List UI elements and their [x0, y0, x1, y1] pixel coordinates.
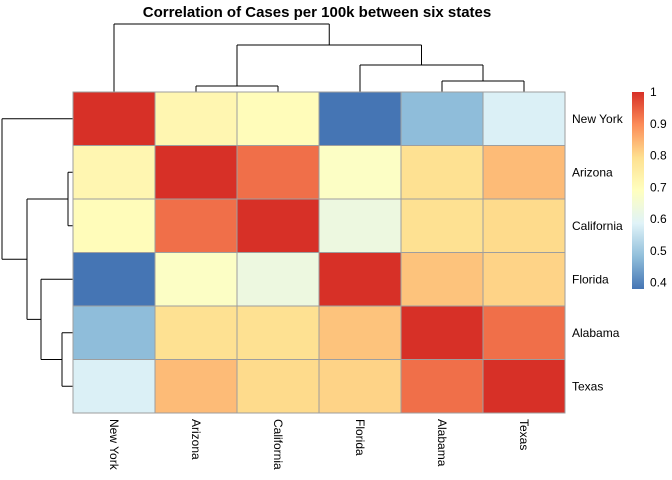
- heatmap-cell-florida-arizona: [154, 252, 238, 307]
- heatmap-cell-arizona-alabama: [400, 145, 484, 200]
- row-label-california: California: [572, 219, 623, 233]
- column-label-florida: Florida: [353, 419, 367, 456]
- heatmap-cell-california-florida: [318, 198, 402, 253]
- heatmap-cell-new-york-texas: [482, 91, 566, 146]
- row-label-florida: Florida: [572, 272, 609, 286]
- heatmap-cell-florida-new-york: [72, 252, 156, 307]
- row-label-arizona: Arizona: [572, 165, 613, 179]
- heatmap-cells: [72, 91, 566, 414]
- legend-tick-label: 0.8: [650, 149, 667, 163]
- row-label-alabama: Alabama: [572, 326, 620, 340]
- heatmap-cell-alabama-alabama: [400, 305, 484, 360]
- legend-tick-label: 0.7: [650, 180, 667, 194]
- heatmap-cell-alabama-florida: [318, 305, 402, 360]
- heatmap-cell-california-california: [236, 198, 320, 253]
- heatmap-cell-new-york-alabama: [400, 91, 484, 146]
- legend-colorbar: [632, 92, 644, 289]
- heatmap-cell-florida-california: [236, 252, 320, 307]
- heatmap-cell-arizona-new-york: [72, 145, 156, 200]
- column-dendrogram: [113, 23, 525, 92]
- chart-title: Correlation of Cases per 100k between si…: [143, 4, 491, 21]
- legend-tick-label: 0.4: [650, 276, 667, 290]
- legend-tick-label: 0.6: [650, 212, 667, 226]
- color-legend: 1 0.9 0.8 0.7 0.6 0.5 0.4: [632, 85, 667, 290]
- heatmap-cell-florida-alabama: [400, 252, 484, 307]
- heatmap-cell-alabama-texas: [482, 305, 566, 360]
- heatmap-cell-florida-texas: [482, 252, 566, 307]
- heatmap-cell-texas-arizona: [154, 359, 238, 414]
- column-label-alabama: Alabama: [435, 419, 449, 467]
- legend-tick-label: 1: [650, 85, 657, 99]
- legend-tick-label: 0.9: [650, 117, 667, 131]
- heatmap-cell-arizona-arizona: [154, 145, 238, 200]
- column-labels: New York Arizona California Florida Alabama T…: [107, 419, 531, 471]
- heatmap-cell-arizona-texas: [482, 145, 566, 200]
- heatmap-cell-california-arizona: [154, 198, 238, 253]
- heatmap-cell-california-texas: [482, 198, 566, 253]
- heatmap-cell-new-york-arizona: [154, 91, 238, 146]
- heatmap-cell-texas-florida: [318, 359, 402, 414]
- column-label-new-york: New York: [107, 419, 121, 471]
- heatmap-cell-new-york-florida: [318, 91, 402, 146]
- heatmap-cell-alabama-arizona: [154, 305, 238, 360]
- row-dendrogram: [1, 118, 73, 387]
- heatmap-cell-texas-new-york: [72, 359, 156, 414]
- legend-tick-label: 0.5: [650, 244, 667, 258]
- row-labels: New York Arizona California Florida Alabama T…: [572, 112, 624, 394]
- heatmap-cell-arizona-california: [236, 145, 320, 200]
- heatmap-cell-alabama-california: [236, 305, 320, 360]
- heatmap-cell-california-new-york: [72, 198, 156, 253]
- row-label-texas: Texas: [572, 379, 603, 393]
- heatmap-cell-new-york-california: [236, 91, 320, 146]
- heatmap-cell-texas-alabama: [400, 359, 484, 414]
- row-label-new-york: New York: [572, 112, 624, 126]
- heatmap-cell-california-alabama: [400, 198, 484, 253]
- heatmap-cell-alabama-new-york: [72, 305, 156, 360]
- column-label-arizona: Arizona: [189, 419, 203, 460]
- heatmap-cell-florida-florida: [318, 252, 402, 307]
- heatmap-cell-texas-texas: [482, 359, 566, 414]
- heatmap-cell-new-york-new-york: [72, 91, 156, 146]
- heatmap-cell-arizona-florida: [318, 145, 402, 200]
- heatmap-cell-texas-california: [236, 359, 320, 414]
- column-label-california: California: [271, 419, 285, 470]
- column-label-texas: Texas: [517, 419, 531, 450]
